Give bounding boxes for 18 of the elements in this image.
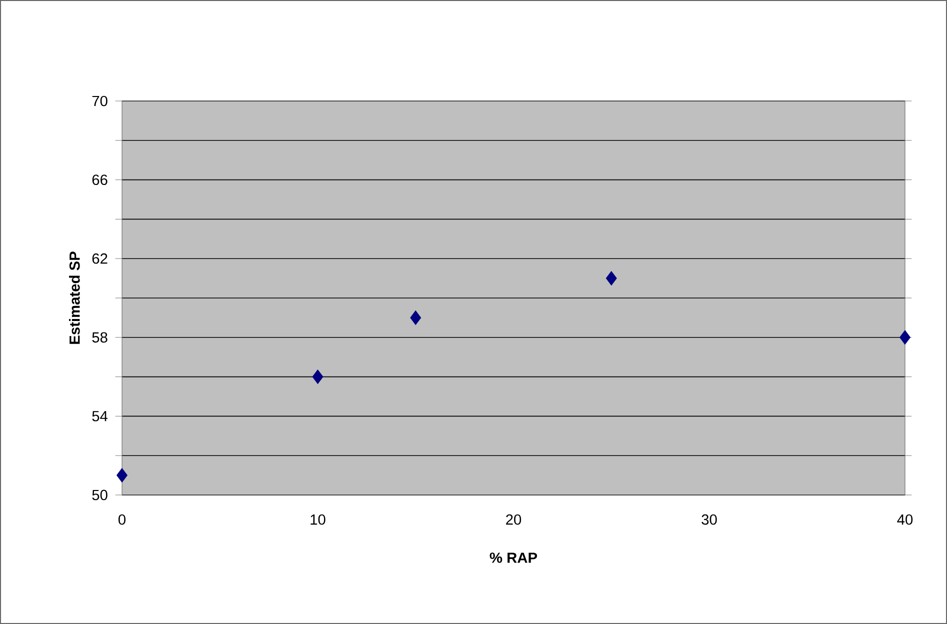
x-tick-label: 20 [506,514,522,525]
y-tick-label: 54 [92,411,108,422]
y-axis-title: Estimated SP [69,252,80,344]
point [410,310,422,325]
point [900,330,910,345]
y-tick-label: 58 [92,332,108,343]
x-tick-label: 10 [310,514,326,525]
x-tick-label: 30 [702,514,717,525]
y-tick-label: 62 [92,253,108,264]
x-axis-title: % RAP [490,552,538,563]
point [312,370,324,384]
x-tick-label: 0 [118,514,126,525]
point [606,271,617,286]
point [116,468,128,482]
x-tick-label: 40 [897,514,913,525]
y-tick-label: 66 [92,174,108,185]
y-tick-label: 70 [92,96,108,106]
y-tick-label: 50 [92,490,108,500]
